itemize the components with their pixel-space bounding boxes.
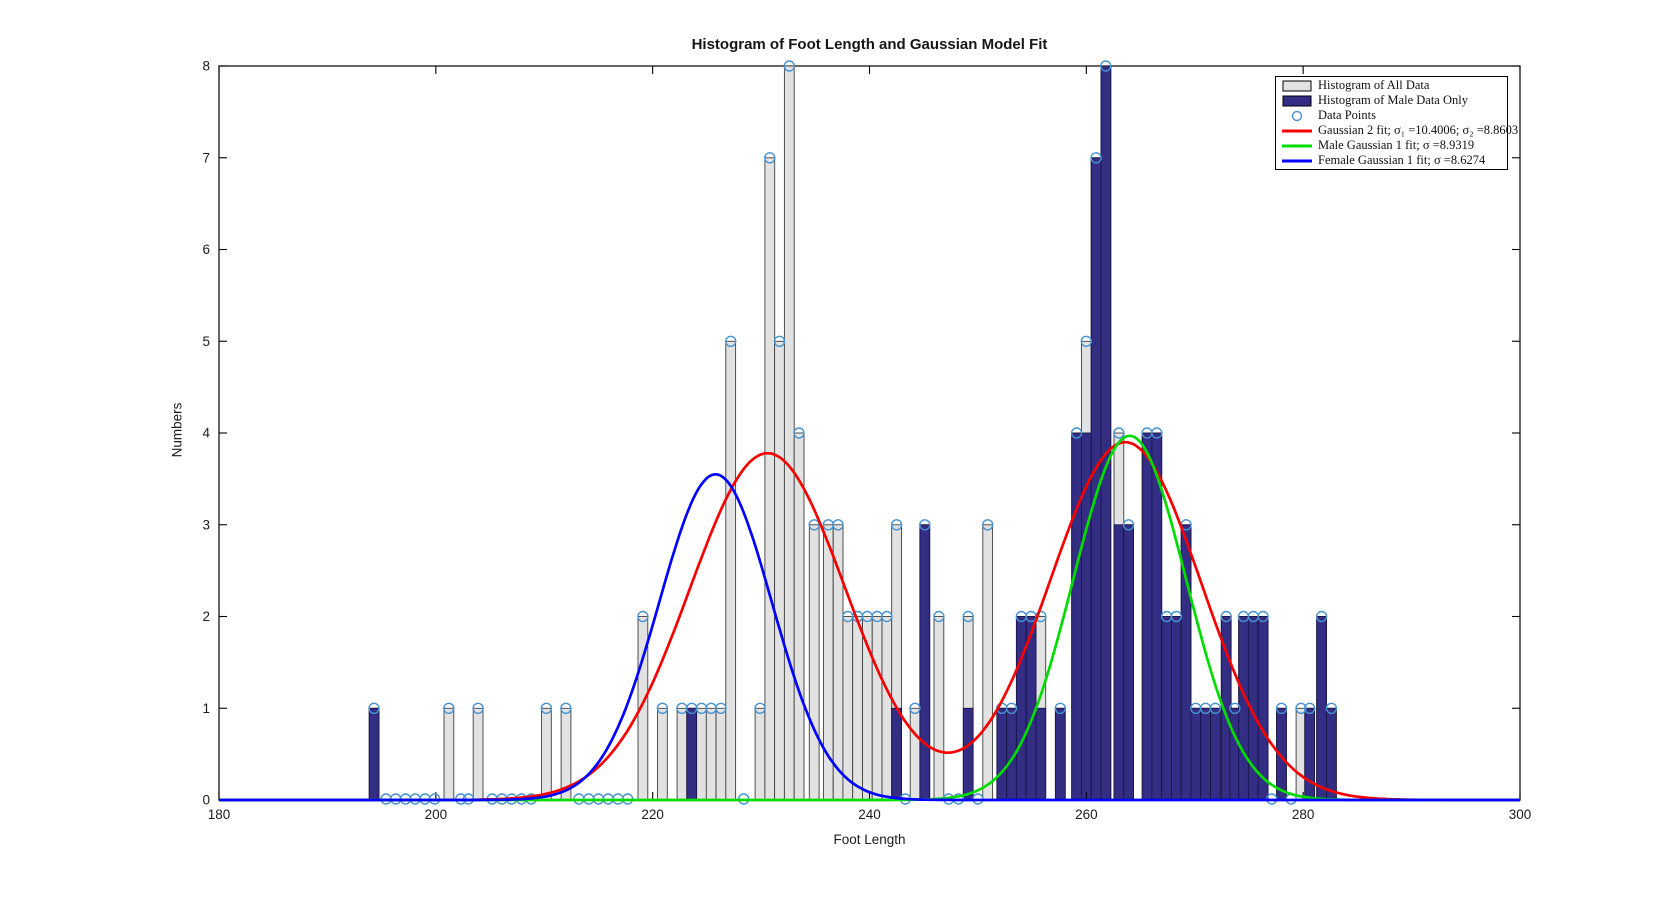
red-line-swatch <box>1276 125 1318 137</box>
svg-text:300: 300 <box>1509 807 1532 822</box>
legend-label: Data Points <box>1318 108 1376 122</box>
legend-item-gaussian2-fit: Gaussian 2 fit; σ₁ =10.4006; σ₂ =8.8603 <box>1276 123 1518 138</box>
svg-text:8: 8 <box>202 59 210 74</box>
legend-label: Male Gaussian 1 fit; σ =8.9319 <box>1318 138 1475 152</box>
x-axis-label: Foot Length <box>833 832 906 847</box>
legend-item-data-points: Data Points <box>1276 108 1507 123</box>
green-line-swatch <box>1276 140 1318 152</box>
legend-label: Female Gaussian 1 fit; σ =8.6274 <box>1318 153 1486 167</box>
data-points-marker-icon <box>1276 110 1318 122</box>
svg-text:200: 200 <box>425 807 448 822</box>
legend-label: Gaussian 2 fit; σ₁ =10.4006; σ₂ =8.8603 <box>1318 123 1519 137</box>
legend-item-female-gaussian-fit: Female Gaussian 1 fit; σ =8.6274 <box>1276 153 1507 168</box>
legend-item-male-data: Histogram of Male Data Only <box>1276 93 1507 108</box>
svg-text:4: 4 <box>202 426 210 441</box>
svg-text:180: 180 <box>208 807 231 822</box>
y-axis-label: Numbers <box>169 402 185 458</box>
svg-text:7: 7 <box>202 150 210 165</box>
blue-line-swatch <box>1276 155 1318 167</box>
page-title: Histogram of Foot Length and Gaussian Mo… <box>691 36 1048 53</box>
svg-text:280: 280 <box>1292 807 1315 822</box>
all-data-swatch <box>1276 80 1318 92</box>
legend-label: Histogram of All Data <box>1318 78 1430 92</box>
legend-item-male-gaussian-fit: Male Gaussian 1 fit; σ =8.9319 <box>1276 138 1507 153</box>
legend: Histogram of All Data Histogram of Male … <box>1275 76 1518 170</box>
svg-text:1: 1 <box>202 701 210 716</box>
legend-item-all-data: Histogram of All Data <box>1276 78 1507 93</box>
svg-text:260: 260 <box>1075 807 1098 822</box>
svg-text:6: 6 <box>202 242 210 257</box>
svg-text:3: 3 <box>202 517 210 532</box>
svg-text:0: 0 <box>202 793 210 808</box>
svg-text:240: 240 <box>858 807 881 822</box>
legend-label: Histogram of Male Data Only <box>1318 93 1468 107</box>
svg-text:220: 220 <box>641 807 664 822</box>
male-data-swatch <box>1276 95 1318 107</box>
svg-text:2: 2 <box>202 609 210 624</box>
svg-text:5: 5 <box>202 334 210 349</box>
